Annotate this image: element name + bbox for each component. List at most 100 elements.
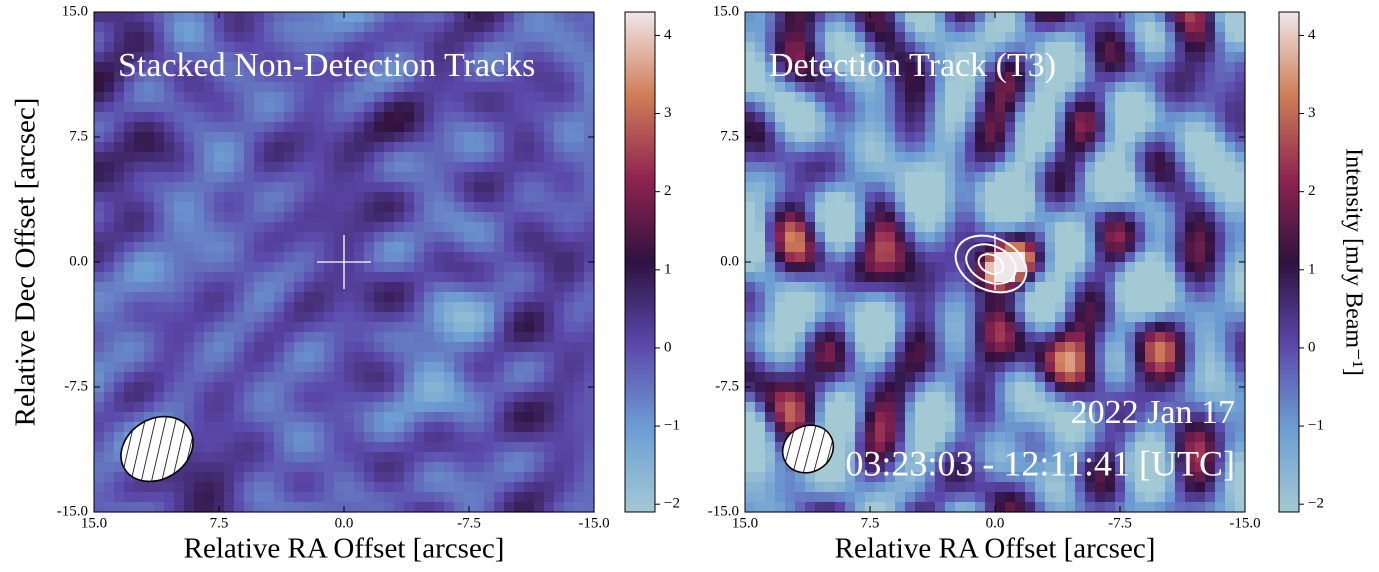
pixel xyxy=(1055,212,1066,223)
pixel xyxy=(1095,252,1106,263)
pixel xyxy=(114,112,125,123)
pixel xyxy=(845,132,856,143)
pixel xyxy=(855,422,866,433)
pixel xyxy=(1135,322,1146,333)
pixel xyxy=(915,142,926,153)
pixel xyxy=(294,392,305,403)
pixel xyxy=(1165,32,1176,43)
pixel xyxy=(174,172,185,183)
pixel xyxy=(1095,322,1106,333)
pixel xyxy=(815,112,826,123)
pixel xyxy=(444,352,455,363)
pixel xyxy=(905,302,916,313)
pixel xyxy=(795,92,806,103)
pixel xyxy=(1125,82,1136,93)
pixel xyxy=(1175,302,1186,313)
pixel xyxy=(174,262,185,273)
pixel xyxy=(264,22,275,33)
pixel xyxy=(134,502,145,513)
pixel xyxy=(214,172,225,183)
pixel xyxy=(344,362,355,373)
pixel xyxy=(524,282,535,293)
pixel xyxy=(464,102,475,113)
pixel xyxy=(885,102,896,113)
pixel xyxy=(384,32,395,43)
pixel xyxy=(564,222,575,233)
pixel xyxy=(985,22,996,33)
pixel xyxy=(584,412,595,423)
pixel xyxy=(955,422,966,433)
pixel xyxy=(564,342,575,353)
pixel xyxy=(564,142,575,153)
pixel xyxy=(1135,302,1146,313)
pixel xyxy=(1095,312,1106,323)
pixel xyxy=(1075,292,1086,303)
pixel xyxy=(1005,102,1016,113)
pixel xyxy=(364,462,375,473)
pixel xyxy=(224,282,235,293)
pixel xyxy=(745,162,756,173)
pixel xyxy=(785,312,796,323)
pixel xyxy=(304,352,315,363)
pixel xyxy=(184,122,195,133)
pixel xyxy=(524,222,535,233)
pixel xyxy=(1125,482,1136,493)
pixel xyxy=(324,142,335,153)
pixel xyxy=(364,452,375,463)
pixel xyxy=(524,212,535,223)
pixel xyxy=(524,142,535,153)
pixel xyxy=(394,132,405,143)
pixel xyxy=(194,92,205,103)
pixel xyxy=(364,202,375,213)
pixel xyxy=(905,142,916,153)
pixel xyxy=(294,482,305,493)
pixel xyxy=(204,112,215,123)
pixel xyxy=(1155,162,1166,173)
pixel xyxy=(885,192,896,203)
pixel xyxy=(364,392,375,403)
pixel xyxy=(574,62,585,73)
pixel xyxy=(454,422,465,433)
pixel xyxy=(274,132,285,143)
pixel xyxy=(805,302,816,313)
pixel xyxy=(1085,92,1096,103)
pixel xyxy=(1095,352,1106,363)
pixel xyxy=(324,192,335,203)
pixel xyxy=(895,132,906,143)
pixel xyxy=(164,222,175,233)
pixel xyxy=(785,112,796,123)
pixel xyxy=(935,492,946,503)
pixel xyxy=(524,152,535,163)
pixel xyxy=(294,362,305,373)
pixel xyxy=(474,202,485,213)
pixel xyxy=(755,72,766,83)
pixel xyxy=(354,182,365,193)
pixel xyxy=(114,412,125,423)
pixel xyxy=(254,392,265,403)
pixel xyxy=(94,62,105,73)
pixel xyxy=(835,292,846,303)
pixel xyxy=(1225,52,1236,63)
pixel xyxy=(815,192,826,203)
pixel xyxy=(154,402,165,413)
pixel xyxy=(504,242,515,253)
pixel xyxy=(554,132,565,143)
pixel xyxy=(224,362,235,373)
pixel xyxy=(504,312,515,323)
pixel xyxy=(1125,72,1136,83)
pixel xyxy=(755,332,766,343)
pixel xyxy=(384,322,395,333)
pixel xyxy=(1105,22,1116,33)
pixel xyxy=(194,342,205,353)
pixel xyxy=(484,282,495,293)
pixel xyxy=(344,452,355,463)
pixel xyxy=(284,132,295,143)
pixel xyxy=(1175,172,1186,183)
pixel xyxy=(244,192,255,203)
pixel xyxy=(544,382,555,393)
pixel xyxy=(194,22,205,33)
pixel xyxy=(1225,222,1236,233)
pixel xyxy=(554,412,565,423)
pixel xyxy=(825,362,836,373)
pixel xyxy=(174,142,185,153)
